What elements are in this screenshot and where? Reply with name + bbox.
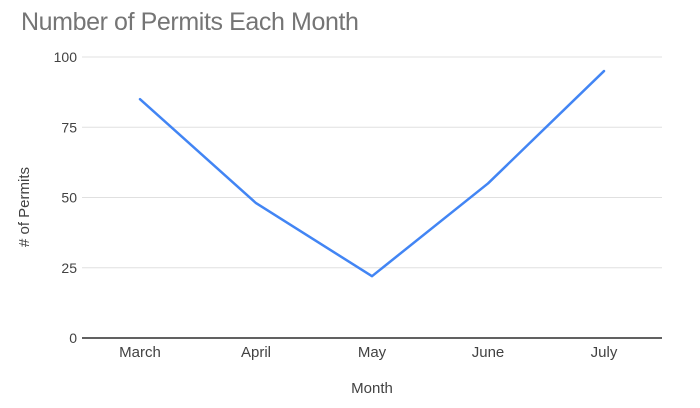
y-axis-title: # of Permits <box>16 167 33 247</box>
y-tick-label: 0 <box>69 330 77 346</box>
x-tick-label: March <box>119 344 161 361</box>
x-tick-label: June <box>472 344 505 361</box>
y-tick-label: 50 <box>61 190 77 206</box>
x-tick-label: July <box>591 344 618 361</box>
chart-title: Number of Permits Each Month <box>21 8 359 36</box>
y-tick-label: 75 <box>61 119 77 135</box>
data-line-series <box>138 69 606 278</box>
x-axis-title: Month <box>351 380 393 397</box>
x-tick-label: May <box>358 344 387 361</box>
x-tick-label: April <box>241 344 271 361</box>
y-tick-label: 100 <box>54 49 78 65</box>
y-tick-label: 25 <box>61 260 77 276</box>
